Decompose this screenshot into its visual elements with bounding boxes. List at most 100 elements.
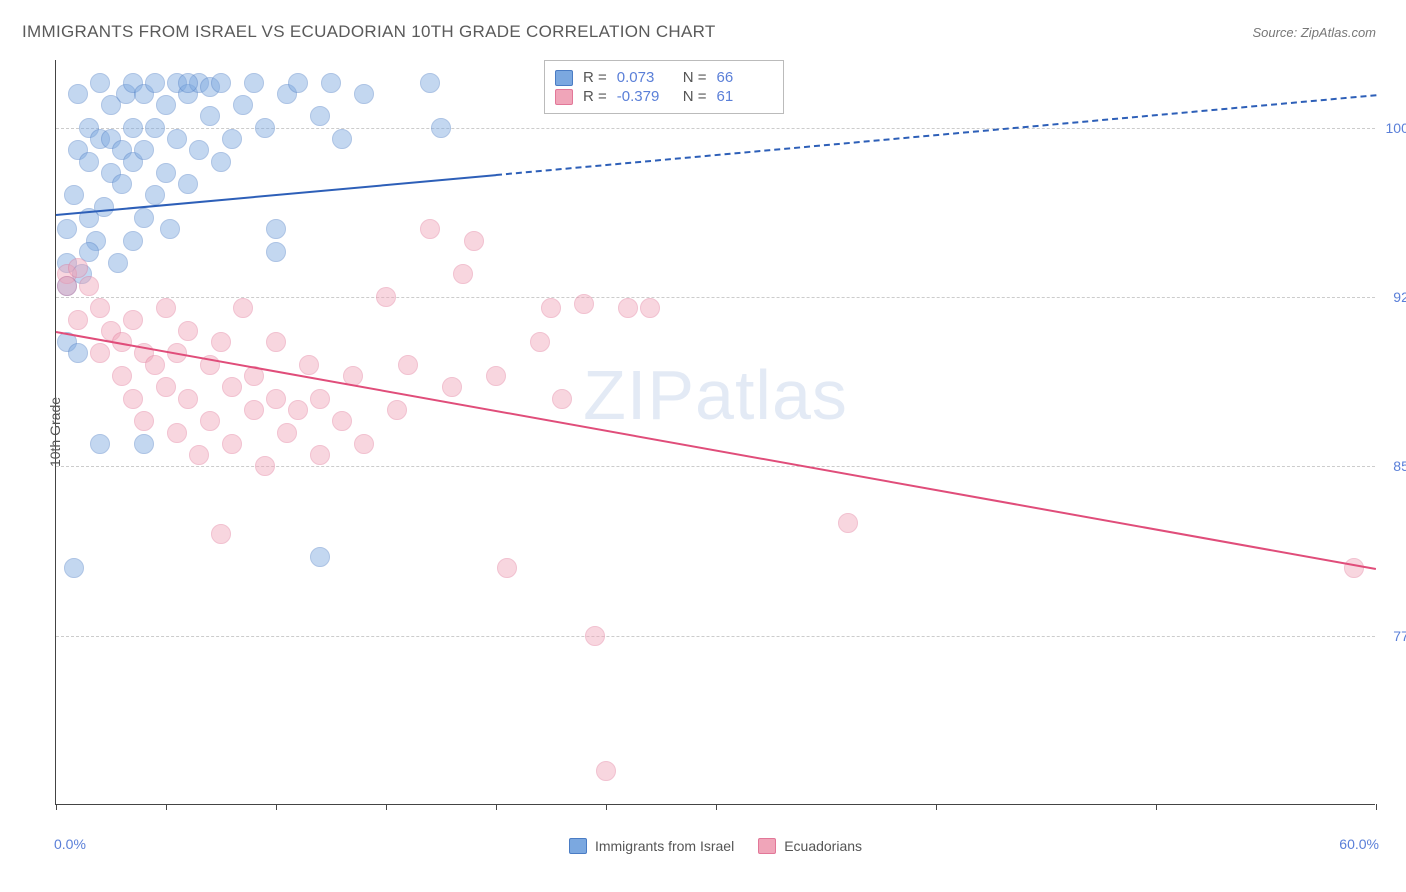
r-value-series2: -0.379: [617, 88, 673, 105]
scatter-point: [156, 95, 176, 115]
y-axis-title: 10th Grade: [47, 397, 63, 467]
r-value-series1: 0.073: [617, 69, 673, 86]
scatter-point: [541, 298, 561, 318]
scatter-point: [123, 231, 143, 251]
scatter-point: [288, 73, 308, 93]
scatter-point: [200, 106, 220, 126]
scatter-point: [288, 400, 308, 420]
scatter-point: [156, 298, 176, 318]
scatter-point: [321, 73, 341, 93]
scatter-point: [354, 84, 374, 104]
y-tick-label: 85.0%: [1393, 458, 1406, 474]
scatter-point: [178, 73, 198, 93]
scatter-point: [1344, 558, 1364, 578]
scatter-point: [332, 411, 352, 431]
r-label: R =: [583, 88, 607, 105]
scatter-point: [167, 129, 187, 149]
scatter-point: [68, 310, 88, 330]
watermark: ZIPatlas: [583, 355, 848, 435]
scatter-point: [200, 411, 220, 431]
scatter-point: [332, 129, 352, 149]
scatter-point: [486, 366, 506, 386]
n-label: N =: [683, 88, 707, 105]
source-text: Source: ZipAtlas.com: [1252, 25, 1376, 40]
scatter-point: [123, 310, 143, 330]
scatter-point: [464, 231, 484, 251]
legend-row-series2: R = -0.379 N = 61: [555, 88, 773, 105]
scatter-point: [838, 513, 858, 533]
scatter-point: [255, 456, 275, 476]
bottom-legend-item: Ecuadorians: [758, 838, 862, 854]
scatter-point: [222, 434, 242, 454]
scatter-point: [64, 558, 84, 578]
y-tick-label: 77.5%: [1393, 628, 1406, 644]
scatter-point: [211, 332, 231, 352]
scatter-point: [266, 242, 286, 262]
scatter-point: [167, 423, 187, 443]
swatch-series2: [555, 89, 573, 105]
scatter-point: [222, 129, 242, 149]
scatter-point: [112, 366, 132, 386]
scatter-point: [211, 152, 231, 172]
stats-legend: R = 0.073 N = 66 R = -0.379 N = 61: [544, 60, 784, 114]
scatter-point: [442, 377, 462, 397]
scatter-point: [453, 264, 473, 284]
scatter-point: [90, 298, 110, 318]
scatter-point: [255, 118, 275, 138]
scatter-point: [123, 118, 143, 138]
scatter-point: [134, 140, 154, 160]
scatter-point: [145, 185, 165, 205]
scatter-point: [211, 524, 231, 544]
chart-title: IMMIGRANTS FROM ISRAEL VS ECUADORIAN 10T…: [22, 22, 716, 42]
scatter-point: [57, 219, 77, 239]
scatter-point: [68, 258, 88, 278]
scatter-point: [387, 400, 407, 420]
scatter-point: [156, 163, 176, 183]
plot-area: 10th Grade 77.5%85.0%92.5%100.0% ZIPatla…: [55, 60, 1375, 805]
series-label: Ecuadorians: [784, 838, 862, 854]
scatter-point: [244, 73, 264, 93]
scatter-point: [178, 389, 198, 409]
scatter-point: [94, 197, 114, 217]
scatter-point: [574, 294, 594, 314]
scatter-point: [431, 118, 451, 138]
scatter-point: [57, 276, 77, 296]
y-tick-label: 100.0%: [1386, 120, 1406, 136]
scatter-point: [123, 389, 143, 409]
scatter-point: [160, 219, 180, 239]
scatter-point: [134, 208, 154, 228]
scatter-point: [68, 343, 88, 363]
scatter-point: [68, 84, 88, 104]
scatter-point: [530, 332, 550, 352]
scatter-point: [266, 389, 286, 409]
scatter-point: [189, 140, 209, 160]
swatch-series1: [555, 70, 573, 86]
scatter-point: [108, 253, 128, 273]
scatter-point: [310, 445, 330, 465]
scatter-point: [277, 423, 297, 443]
scatter-point: [618, 298, 638, 318]
scatter-point: [596, 761, 616, 781]
n-value-series1: 66: [717, 69, 773, 86]
scatter-point: [266, 219, 286, 239]
scatter-point: [178, 174, 198, 194]
scatter-point: [145, 118, 165, 138]
bottom-legend: Immigrants from Israel Ecuadorians: [56, 838, 1375, 854]
scatter-point: [354, 434, 374, 454]
scatter-point: [233, 95, 253, 115]
n-label: N =: [683, 69, 707, 86]
scatter-point: [310, 547, 330, 567]
scatter-point: [145, 73, 165, 93]
scatter-point: [79, 276, 99, 296]
scatter-point: [211, 73, 231, 93]
scatter-point: [552, 389, 572, 409]
scatter-point: [310, 389, 330, 409]
scatter-point: [310, 106, 330, 126]
scatter-point: [585, 626, 605, 646]
scatter-point: [156, 377, 176, 397]
scatter-point: [497, 558, 517, 578]
scatter-point: [244, 400, 264, 420]
scatter-point: [112, 174, 132, 194]
scatter-point: [134, 411, 154, 431]
scatter-point: [299, 355, 319, 375]
